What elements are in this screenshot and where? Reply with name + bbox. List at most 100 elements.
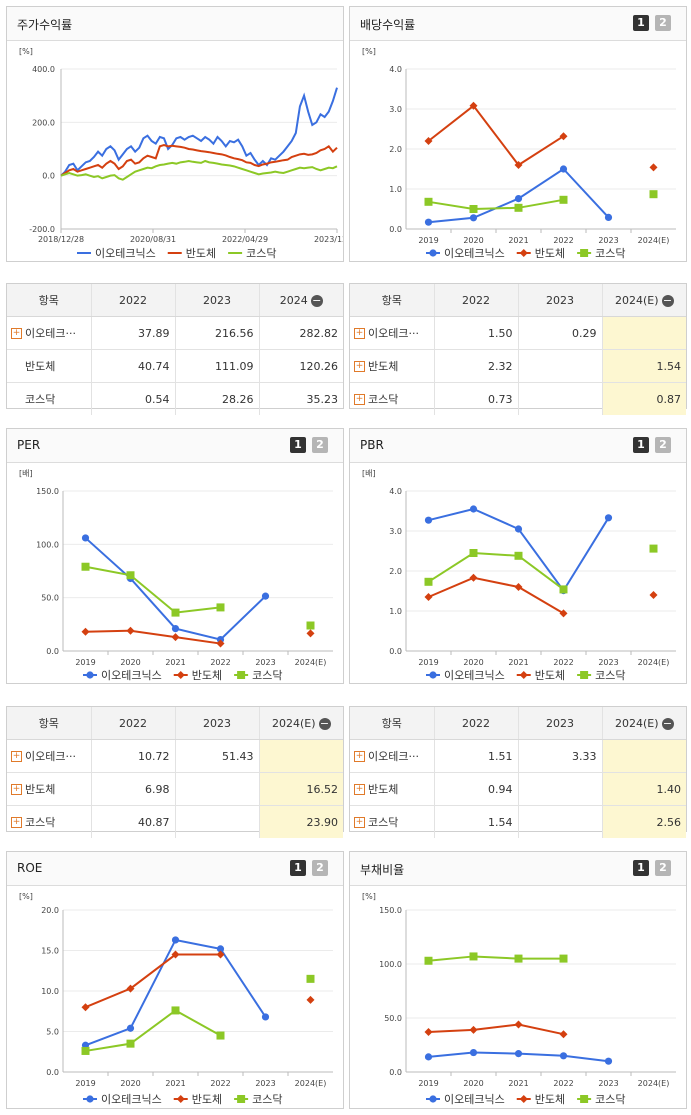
row-name: 반도체 xyxy=(368,783,399,796)
per-view2-button[interactable]: 2 xyxy=(312,437,328,453)
table-cell: 282.82 xyxy=(258,316,343,350)
table-cell xyxy=(517,349,602,383)
data-point xyxy=(81,627,90,636)
table-cell: 1.51 xyxy=(433,739,518,773)
data-point xyxy=(469,505,478,513)
data-point xyxy=(559,165,568,173)
table-cell: 10.72 xyxy=(90,739,175,773)
x-tick-label: 2023 xyxy=(255,1079,275,1088)
x-tick-label: 2023 xyxy=(598,1079,618,1088)
pbr-panel-header: PBR 1 2 xyxy=(350,429,686,463)
data-point xyxy=(81,1003,90,1012)
series-line xyxy=(84,537,267,641)
table-row: + 이오테크··· 1.50 0.29 xyxy=(350,316,686,350)
pbr-view1-button[interactable]: 1 xyxy=(633,437,649,453)
y-tick-label: 0.0 xyxy=(389,225,402,234)
expand-icon[interactable]: + xyxy=(11,783,22,795)
data-point xyxy=(519,249,528,257)
roe-view2-button[interactable]: 2 xyxy=(312,860,328,876)
table-cell: 0.73 xyxy=(433,382,518,415)
data-point xyxy=(469,573,478,582)
row-label: + 코스닥 xyxy=(7,806,91,839)
data-point xyxy=(424,956,433,965)
y-tick-label: 4.0 xyxy=(389,487,402,496)
y-tick-label: 150.0 xyxy=(379,906,402,915)
table-cell: 40.74 xyxy=(90,349,175,383)
y-tick-label: 1.0 xyxy=(389,607,402,616)
table-cell: 2.56 xyxy=(601,805,686,838)
expand-icon[interactable]: + xyxy=(11,816,22,828)
legend-item: 반도체 xyxy=(192,669,222,682)
dividend-view1-button[interactable]: 1 xyxy=(633,15,649,31)
legend-item: 코스닥 xyxy=(595,1093,625,1106)
table-row: + 반도체 2.32 1.54 xyxy=(350,349,686,383)
collapse-icon[interactable]: − xyxy=(310,293,323,307)
row-name: 코스닥 xyxy=(368,393,399,406)
data-point xyxy=(424,516,433,524)
expand-icon[interactable]: + xyxy=(11,750,22,762)
expand-icon[interactable]: + xyxy=(11,327,22,339)
row-label: + 반도체 xyxy=(350,349,434,383)
price-table-header: 2022 xyxy=(90,284,175,317)
x-tick-label: 2018/12/28 xyxy=(38,235,84,244)
data-point xyxy=(216,945,225,953)
series-line xyxy=(428,576,565,615)
per-chart: [배]150.0 100.0 50.0 0.0 2019 2020 2021 2022 2023… xyxy=(19,469,333,682)
data-point xyxy=(176,671,185,679)
data-point xyxy=(604,514,613,522)
y-tick-label: -200.0 xyxy=(29,225,55,234)
data-point xyxy=(81,562,90,571)
roe-chart: [%] 20.0 15.0 10.0 5.0 0.0 2019 2020 2021 2022 202… xyxy=(19,892,333,1106)
collapse-icon[interactable]: − xyxy=(318,716,331,730)
debt-view2-button[interactable]: 2 xyxy=(655,860,671,876)
y-tick-label: 1.0 xyxy=(389,185,402,194)
data-point xyxy=(604,213,613,221)
x-tick-label: 2024(E) xyxy=(638,1079,670,1088)
data-point xyxy=(469,205,478,213)
x-tick-label: 2019 xyxy=(418,1079,438,1088)
roe-view1-button[interactable]: 1 xyxy=(290,860,306,876)
table-cell xyxy=(174,805,259,838)
debt-panel-header: 부채비율 1 2 xyxy=(350,852,686,886)
series-line xyxy=(427,104,565,167)
roe-panel-title: ROE xyxy=(17,861,43,875)
data-point xyxy=(216,603,225,612)
collapse-icon[interactable]: − xyxy=(661,716,674,730)
data-point xyxy=(424,137,433,145)
table-cell: 1.50 xyxy=(433,316,518,350)
series-line xyxy=(85,565,221,614)
axis-unit: [%] xyxy=(19,892,33,901)
series-line xyxy=(60,87,338,177)
table-cell xyxy=(601,739,686,773)
expand-icon[interactable]: + xyxy=(354,360,365,372)
data-point xyxy=(559,1030,568,1039)
row-label: + 이오테크··· xyxy=(350,316,434,350)
y-tick-label: 0.0 xyxy=(389,647,402,656)
table-cell: 51.43 xyxy=(174,739,259,773)
debt-view1-button[interactable]: 1 xyxy=(633,860,649,876)
data-point xyxy=(429,249,437,257)
data-point xyxy=(424,1053,433,1061)
x-tick-label: 2022 xyxy=(210,658,230,667)
expand-icon[interactable]: + xyxy=(354,327,365,339)
data-point xyxy=(86,671,94,679)
data-point xyxy=(171,608,180,617)
dividend-table-header: 2023 xyxy=(517,284,602,317)
legend-item: 이오테크닉스 xyxy=(444,247,505,260)
dividend-view2-button[interactable]: 2 xyxy=(655,15,671,31)
expand-icon[interactable]: + xyxy=(354,783,365,795)
legend-item: 반도체 xyxy=(186,247,216,260)
expand-icon[interactable]: + xyxy=(354,750,365,762)
data-point xyxy=(580,1095,589,1103)
x-tick-label: 2022 xyxy=(553,236,573,245)
table-cell xyxy=(517,382,602,415)
expand-icon[interactable]: + xyxy=(354,816,365,828)
expand-icon[interactable]: + xyxy=(354,393,365,405)
pbr-view2-button[interactable]: 2 xyxy=(655,437,671,453)
per-view1-button[interactable]: 1 xyxy=(290,437,306,453)
y-tick-label: 0.0 xyxy=(46,647,59,656)
x-tick-label: 2024(E) xyxy=(295,658,327,667)
legend-item: 이오테크닉스 xyxy=(101,669,162,682)
collapse-icon[interactable]: − xyxy=(661,293,674,307)
x-tick-label: 2020 xyxy=(120,1079,140,1088)
